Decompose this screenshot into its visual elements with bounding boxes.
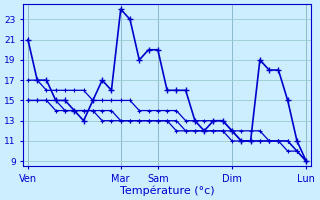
X-axis label: Température (°c): Température (°c) — [120, 185, 214, 196]
